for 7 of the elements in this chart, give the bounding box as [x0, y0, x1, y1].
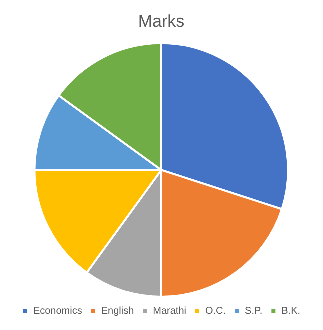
- legend-label: B.K.: [282, 306, 301, 317]
- legend-label: O.C.: [205, 306, 226, 317]
- legend-label: S.P.: [245, 306, 263, 317]
- legend-label: Marathi: [153, 306, 187, 317]
- legend-label: Economics: [33, 306, 82, 317]
- chart-title: Marks: [138, 12, 185, 31]
- legend-label: English: [101, 306, 134, 317]
